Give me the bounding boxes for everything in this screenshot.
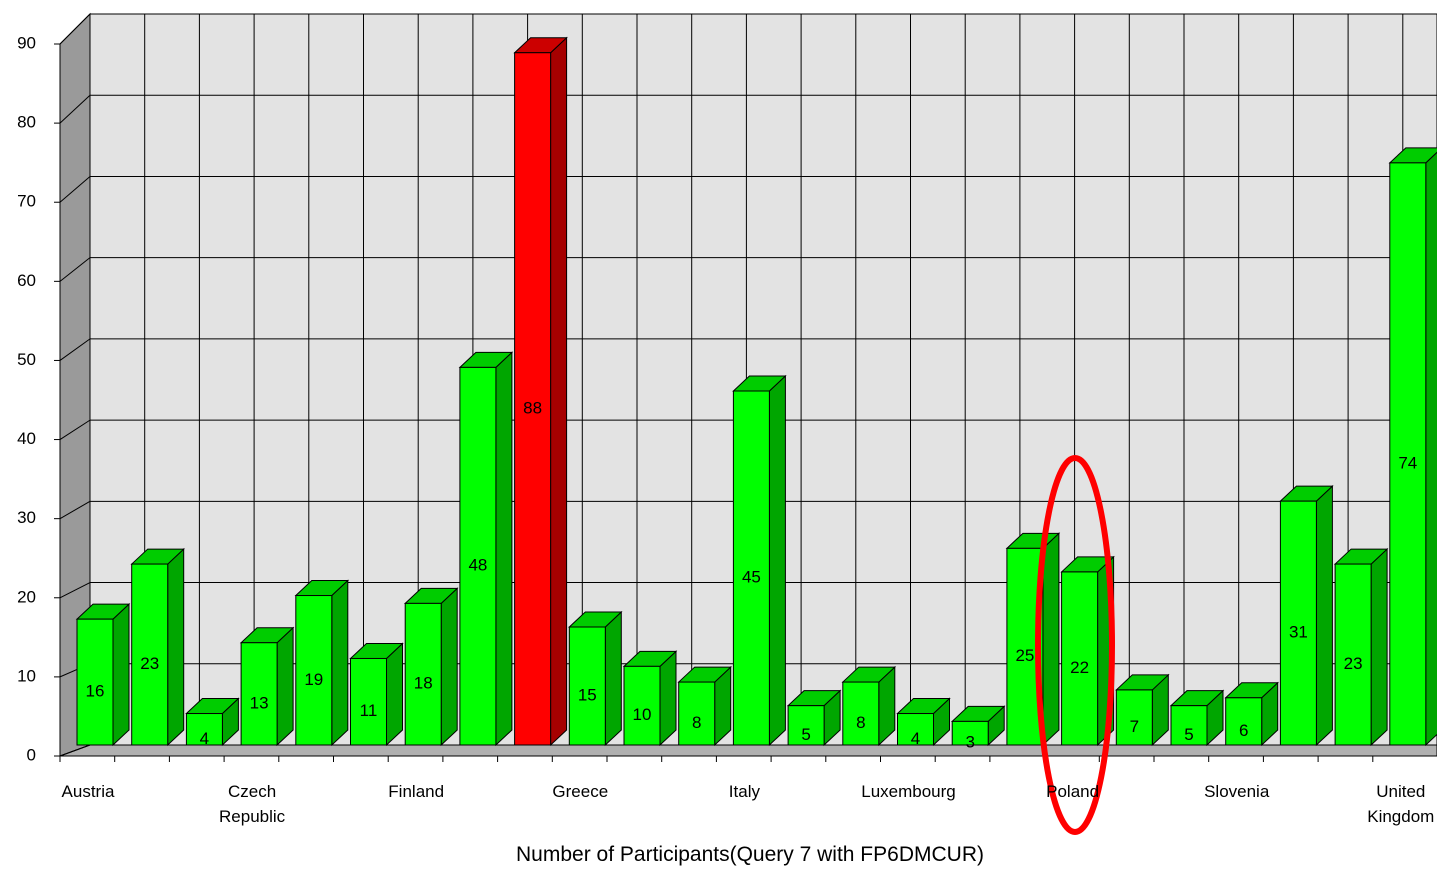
bar	[295, 595, 333, 746]
data-label: 16	[86, 682, 105, 701]
data-label: 25	[1015, 646, 1034, 665]
bar	[842, 681, 880, 746]
bar-side	[1042, 532, 1060, 747]
x-tick-label: Luxembourg	[861, 782, 956, 801]
bar	[787, 705, 825, 746]
bar	[678, 681, 716, 746]
bar	[1225, 697, 1263, 746]
y-tick-label: 0	[27, 745, 36, 764]
bar	[240, 642, 278, 746]
bar	[951, 720, 989, 746]
data-label: 45	[742, 567, 761, 586]
side-grid-line	[59, 338, 91, 361]
bar-side	[1425, 151, 1437, 747]
x-tick-label: Italy	[728, 782, 760, 801]
bar	[732, 390, 770, 746]
bar-side	[659, 650, 677, 747]
y-tick-label: 20	[17, 587, 36, 606]
bar	[1389, 162, 1427, 746]
bar	[1061, 571, 1099, 746]
data-label: 5	[801, 725, 810, 744]
y-tick-label: 40	[17, 429, 36, 448]
bar	[568, 626, 606, 746]
side-grid-line	[59, 176, 91, 203]
data-label: 4	[911, 729, 920, 748]
bar	[897, 713, 934, 746]
bar	[1170, 705, 1208, 746]
data-label: 18	[414, 674, 433, 693]
bar	[131, 563, 169, 746]
side-grid-line	[59, 13, 91, 45]
x-axis-title: Number of Participants(Query 7 with FP6D…	[516, 843, 984, 866]
data-label: 8	[856, 713, 865, 732]
side-grid-line	[59, 257, 91, 282]
side-grid-line	[59, 500, 91, 520]
side-grid-line	[59, 419, 91, 440]
bar-side	[331, 579, 349, 747]
data-label: 7	[1130, 717, 1139, 736]
y-tick-label: 10	[17, 666, 36, 685]
bar	[1334, 563, 1372, 746]
data-label: 6	[1239, 721, 1248, 740]
y-tick-label: 30	[17, 508, 36, 527]
bar	[623, 665, 661, 746]
bar-side	[386, 642, 403, 747]
data-label: 23	[140, 654, 159, 673]
y-tick-label: 70	[17, 192, 36, 211]
highlight-ring	[1035, 455, 1115, 835]
x-tick-label: Finland	[388, 782, 445, 801]
bar-side	[1370, 547, 1388, 747]
bar	[76, 618, 114, 746]
bar-side	[604, 610, 622, 747]
bar	[185, 713, 223, 746]
bar-side	[550, 36, 568, 747]
bar-side	[112, 602, 130, 747]
y-tick-label: 80	[17, 113, 36, 132]
data-label: 88	[523, 398, 542, 417]
data-label: 15	[578, 685, 597, 704]
floor	[59, 744, 1437, 757]
side-grid-line	[59, 582, 91, 599]
bar-side	[495, 351, 513, 747]
x-tick-label: United Kingdom	[1367, 782, 1435, 826]
side-grid-line	[59, 94, 91, 124]
data-label: 31	[1289, 623, 1308, 642]
data-label: 5	[1184, 725, 1193, 744]
x-tick-label: Austria	[61, 782, 115, 801]
data-label: 10	[633, 705, 652, 724]
bar	[350, 657, 387, 746]
side-grid-line	[59, 744, 91, 757]
x-tick-label: Czech Republic	[219, 782, 286, 826]
bar	[404, 602, 442, 746]
data-label: 4	[200, 729, 209, 748]
y-tick-label: 60	[17, 271, 36, 290]
x-tick-label: Greece	[552, 782, 609, 801]
data-label: 3	[965, 733, 974, 752]
data-label: 23	[1344, 654, 1363, 673]
bar-side	[276, 626, 294, 747]
bar	[1006, 547, 1044, 746]
bar	[514, 52, 552, 746]
bar-side	[1315, 484, 1333, 747]
bar-side	[440, 587, 458, 747]
y-tick-label: 50	[17, 350, 36, 369]
x-tick-label: Slovenia	[1204, 782, 1270, 801]
bar	[1115, 689, 1153, 746]
bar	[459, 366, 497, 746]
x-tick-label: Poland	[1046, 782, 1100, 801]
data-label: 48	[468, 556, 487, 575]
bar-side	[768, 374, 786, 747]
data-label: 8	[692, 713, 701, 732]
data-label: 22	[1070, 658, 1089, 677]
y-tick-label: 90	[17, 33, 36, 52]
data-label: 19	[304, 670, 323, 689]
data-label: 74	[1398, 453, 1417, 472]
bar-side	[167, 547, 185, 747]
data-label: 11	[360, 701, 378, 720]
bar	[1279, 500, 1317, 746]
data-label: 13	[250, 693, 269, 712]
